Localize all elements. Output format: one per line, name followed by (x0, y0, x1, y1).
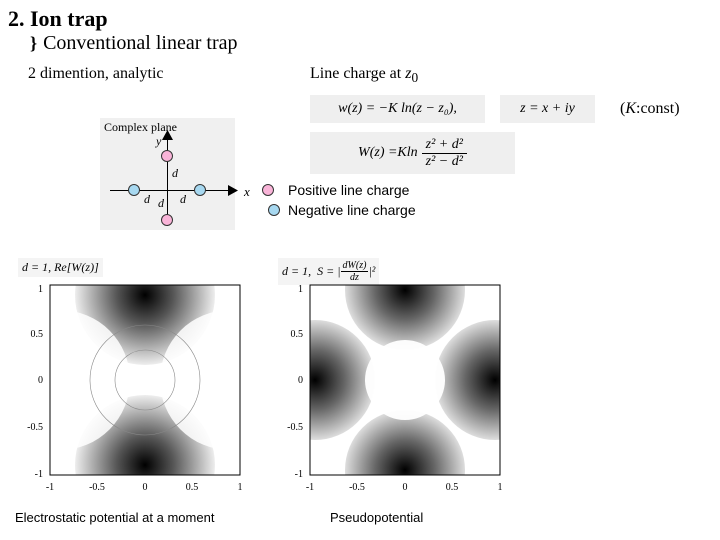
subtitle-text: Conventional linear trap (43, 32, 237, 55)
y-label-text: y (156, 134, 161, 148)
y-axis-label: y (156, 134, 161, 149)
left-caption-text: Electrostatic potential at a moment (15, 510, 214, 525)
svg-text:-1: -1 (295, 469, 303, 480)
title-text: 2. Ion trap (8, 6, 108, 31)
left-plot-header: d = 1, Re[W(z)] (18, 258, 103, 277)
formula-w: w(z) = −K ln(z − z₀), (310, 95, 485, 123)
k-const-note: (K:const) (620, 100, 680, 118)
svg-text:-1: -1 (35, 469, 43, 480)
d-label-top: d (172, 166, 178, 181)
svg-text:1: 1 (498, 482, 503, 493)
svg-text:-0.5: -0.5 (89, 482, 105, 493)
left-plot-caption: Electrostatic potential at a moment (15, 510, 214, 525)
formula-z-text: z = x + iy (520, 101, 575, 117)
linecharge-label: Line charge at z0 (310, 65, 418, 86)
bullet-icon: } (30, 33, 37, 54)
linecharge-sub: 0 (411, 70, 418, 85)
x-arrow-icon (228, 185, 238, 196)
x-axis-label: x (244, 184, 250, 200)
y-arrow-icon (162, 130, 173, 140)
svg-text:0.5: 0.5 (446, 482, 459, 493)
d-label-bottom: d (158, 196, 164, 211)
svg-text:0.5: 0.5 (291, 329, 304, 340)
legend-negative-dot (268, 204, 280, 216)
legend-negative: Negative line charge (268, 202, 416, 218)
analytic-text: 2 dimention, analytic (28, 65, 164, 82)
legend-negative-text: Negative line charge (288, 202, 416, 218)
electrostatic-potential-plot: 1 0.5 0 -0.5 -1 -1 -0.5 0 0.5 1 (15, 280, 245, 505)
complex-plane-diagram: Complex plane y d d d d (100, 118, 235, 230)
d-label-left: d (144, 192, 150, 207)
legend-ref-positive (262, 184, 274, 196)
svg-text:-0.5: -0.5 (27, 422, 43, 433)
legend-positive-text: Positive line charge (288, 182, 409, 198)
legend-positive: Positive line charge (288, 182, 409, 198)
svg-text:-1: -1 (306, 482, 314, 493)
svg-text:-1: -1 (46, 482, 54, 493)
svg-text:1: 1 (298, 284, 303, 295)
negative-charge-left (128, 184, 140, 196)
svg-text:0: 0 (38, 375, 43, 386)
positive-charge-bottom (161, 214, 173, 226)
svg-text:1: 1 (238, 482, 243, 493)
section-title: 2. Ion trap (8, 6, 108, 32)
left-plot-header-text: d = 1, Re[W(z)] (22, 260, 99, 274)
svg-text:1: 1 (38, 284, 43, 295)
pseudopotential-plot: 1 0.5 0 -0.5 -1 -1 -0.5 0 0.5 1 (275, 280, 505, 505)
right-plot-caption: Pseudopotential (330, 510, 423, 525)
d-label-right: d (180, 192, 186, 207)
x-label-text: x (244, 184, 250, 199)
formula-z: z = x + iy (500, 95, 595, 123)
negative-charge-right (194, 184, 206, 196)
positive-charge-top (161, 150, 173, 162)
subtitle-line: } Conventional linear trap (30, 32, 237, 55)
svg-text:0.5: 0.5 (31, 329, 44, 340)
linecharge-text: Line charge at (310, 65, 401, 82)
svg-text:-0.5: -0.5 (349, 482, 365, 493)
svg-text:0: 0 (298, 375, 303, 386)
svg-text:-0.5: -0.5 (287, 422, 303, 433)
formula-w-text: w(z) = −K ln(z − z₀), (338, 101, 457, 117)
formula-big-w: W(z) = K ln z² + d² z² − d² (310, 132, 515, 174)
svg-text:0: 0 (143, 482, 148, 493)
analytic-label: 2 dimention, analytic (28, 65, 164, 83)
svg-text:0.5: 0.5 (186, 482, 199, 493)
svg-text:0: 0 (403, 482, 408, 493)
right-caption-text: Pseudopotential (330, 510, 423, 525)
